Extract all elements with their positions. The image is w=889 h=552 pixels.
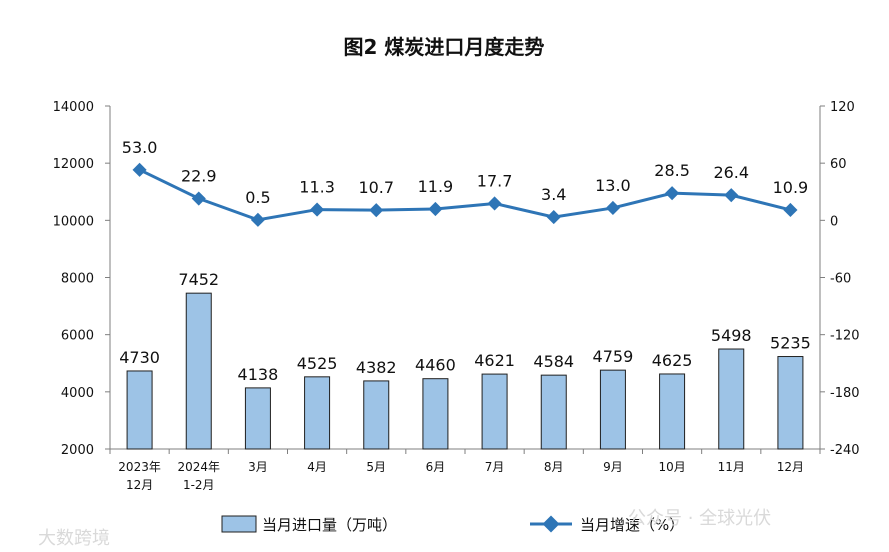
line-value-label: 3.4 [541, 185, 566, 204]
x-tick-label: 4月 [307, 460, 327, 474]
bar-value-label: 4759 [593, 347, 634, 366]
y-right-tick-label: 120 [830, 100, 855, 115]
bar-value-label: 4460 [415, 356, 456, 375]
bar-value-label: 4138 [238, 365, 279, 384]
y-right-tick-label: 60 [830, 157, 847, 172]
line-value-label: 26.4 [713, 163, 749, 182]
x-tick-label: 1-2月 [183, 478, 215, 492]
y-right-tick-label: -180 [830, 386, 860, 401]
bar [185, 292, 212, 450]
line-point [724, 188, 739, 203]
bar-value-label: 4625 [652, 351, 693, 370]
bar [659, 373, 686, 450]
line-point [369, 203, 384, 218]
line-path [138, 168, 791, 222]
axes: 2000 4000 6000 8000 10000 12000 14000 -240 -180 -… [53, 100, 860, 492]
bar [126, 370, 153, 450]
legend-bar-label: 当月进口量（万吨） [262, 516, 397, 534]
y-left-tick-label: 6000 [61, 329, 94, 344]
legend-line-label: 当月增速（%） [580, 516, 684, 534]
y-right-tick-label: -60 [830, 272, 851, 287]
legend: 当月进口量（万吨） 当月增速（%） [221, 515, 684, 534]
bar-value-label: 7452 [178, 270, 219, 289]
x-tick-label: 12月 [777, 460, 804, 474]
legend-line-marker-icon [542, 515, 560, 533]
line-value-label: 22.9 [181, 167, 217, 186]
y-right-tick-label: -240 [830, 443, 860, 458]
bar [304, 376, 331, 450]
y-left-tick-label: 10000 [53, 214, 94, 229]
x-tick-label: 11月 [718, 460, 745, 474]
y-left-tick-label: 14000 [53, 100, 94, 115]
bar [718, 348, 745, 450]
x-tick-label: 12月 [126, 478, 153, 492]
line-value-label: 17.7 [477, 171, 513, 190]
line-point [605, 200, 620, 216]
legend-bar-swatch [221, 515, 257, 533]
x-tick-label: 10月 [658, 460, 685, 474]
x-tick-label: 2023年 [118, 460, 161, 474]
watermark-brand: 大数跨境 [38, 528, 110, 549]
x-tick-label: 7月 [485, 460, 505, 474]
x-tick-label: 8月 [544, 460, 564, 474]
bar-series: 4730 7452 4138 4525 4382 4460 4621 4584 4759 4625… [119, 270, 811, 450]
line-value-label: 53.0 [122, 138, 158, 157]
line-point [428, 201, 443, 217]
line-series: 53.0 22.9 0.5 11.3 10.7 11.9 17.7 3.4 13.0 28.5 26… [122, 138, 808, 227]
line-value-label: 11.3 [299, 178, 335, 197]
bar-value-label: 4525 [297, 354, 338, 373]
y-right-tick-label: 0 [830, 214, 838, 229]
bar [777, 356, 804, 450]
line-value-label: 11.9 [418, 177, 454, 196]
line-point [665, 186, 680, 201]
x-tick-label: 6月 [426, 460, 446, 474]
y-left-tick-label: 4000 [61, 386, 94, 401]
bar [599, 369, 626, 450]
line-point [487, 196, 502, 211]
x-tick-label: 9月 [603, 460, 623, 474]
bar-value-label: 5235 [770, 334, 811, 353]
line-point [310, 202, 325, 217]
bar-value-label: 5498 [711, 326, 752, 345]
line-point [250, 212, 265, 227]
line-value-label: 0.5 [245, 188, 270, 207]
bar [540, 374, 567, 450]
x-tick-label: 3月 [248, 460, 268, 474]
chart-title: 图2 煤炭进口月度走势 [344, 35, 545, 59]
line-value-label: 10.7 [358, 178, 394, 197]
line-value-label: 28.5 [654, 161, 690, 180]
bar-value-label: 4730 [119, 348, 160, 367]
line-value-label: 13.0 [595, 176, 631, 195]
bar-value-label: 4584 [533, 352, 574, 371]
bar [363, 380, 390, 450]
line-point [132, 162, 147, 177]
y-left-tick-label: 2000 [61, 443, 94, 458]
y-left-tick-label: 8000 [61, 272, 94, 287]
x-tick-label: 2024年 [177, 460, 220, 474]
bar [481, 373, 508, 450]
bar-value-label: 4382 [356, 358, 397, 377]
y-right-tick-label: -120 [830, 329, 860, 344]
line-value-label: 10.9 [773, 178, 809, 197]
line-point [783, 202, 798, 218]
bar-value-label: 4621 [474, 351, 515, 370]
watermark-official-account: 公众号 · 全球光伏 [628, 508, 771, 529]
line-point [546, 210, 561, 225]
x-tick-label: 5月 [366, 460, 386, 474]
bar [422, 378, 449, 450]
line-point [191, 191, 206, 206]
y-left-tick-label: 12000 [53, 157, 94, 172]
bar [244, 387, 271, 450]
